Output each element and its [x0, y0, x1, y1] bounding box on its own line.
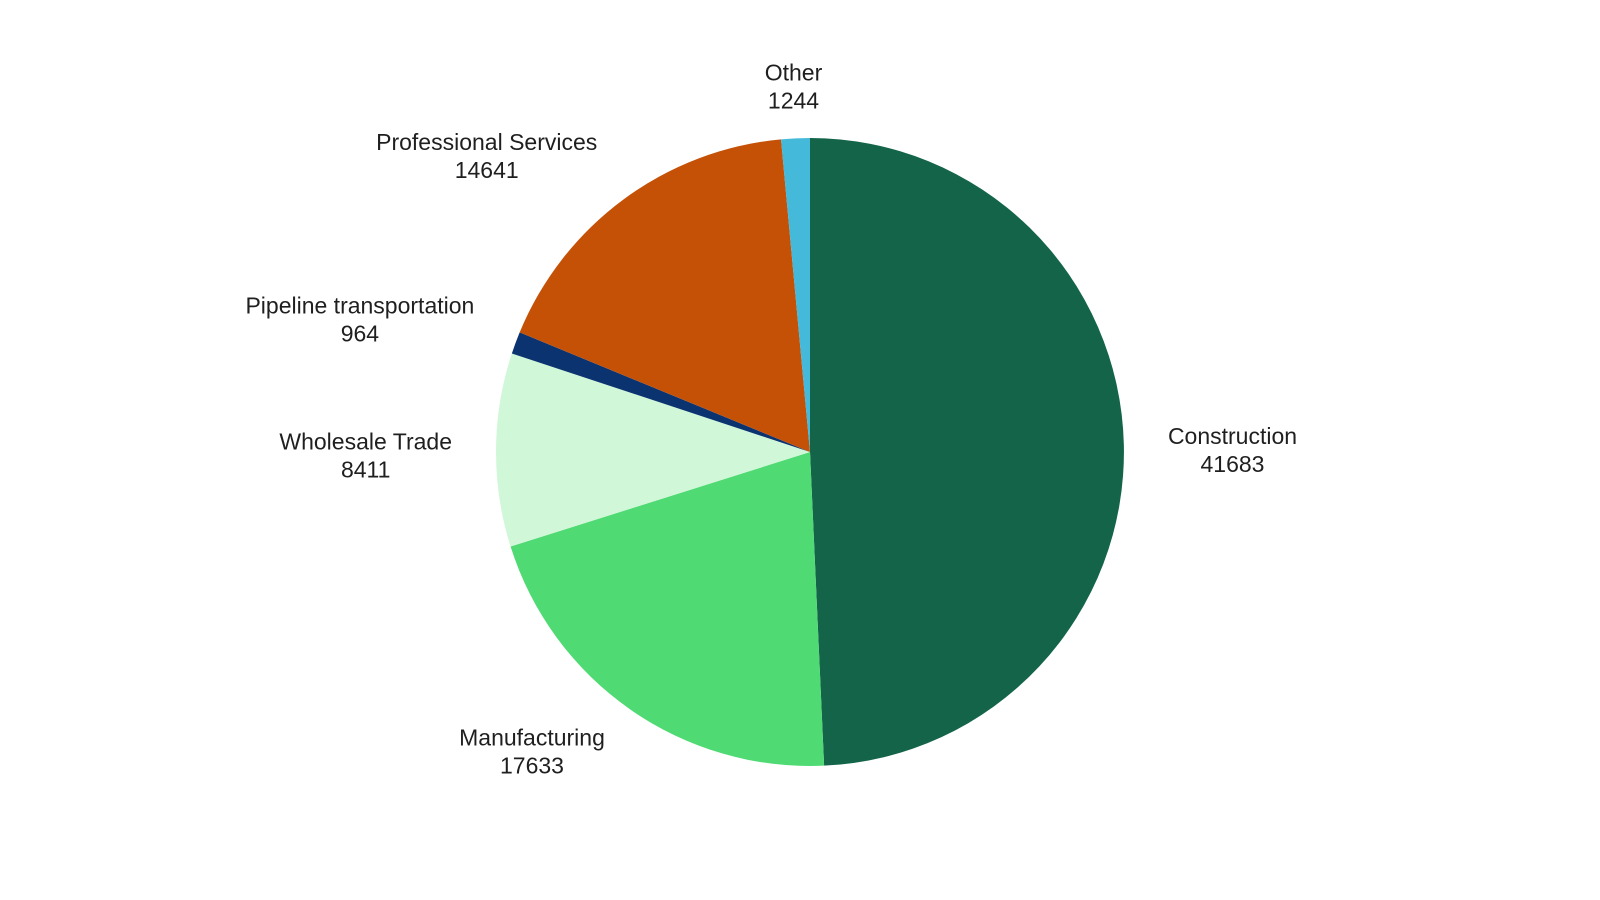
pie-slices	[496, 138, 1124, 766]
slice-label-name: Wholesale Trade	[279, 429, 452, 455]
pie-slice-wholesale-trade	[496, 353, 810, 547]
slice-label-name: Professional Services	[376, 129, 597, 155]
pie-slice-construction	[810, 138, 1124, 766]
pie-slice-pipeline-transportation	[511, 332, 810, 452]
pie-slice-other	[781, 138, 810, 452]
pie-slice-manufacturing	[510, 452, 825, 766]
slice-label-value: 41683	[1201, 451, 1265, 477]
slice-label-value: 8411	[341, 457, 390, 483]
slice-label-name: Manufacturing	[459, 724, 605, 750]
pie-slice-professional-services	[519, 139, 810, 452]
slice-label-value: 1244	[768, 87, 819, 113]
slice-label-value: 14641	[455, 157, 519, 183]
slice-label-value: 17633	[500, 752, 564, 778]
slice-label-value: 964	[341, 321, 380, 347]
slice-label-name: Construction	[1168, 423, 1297, 449]
slice-label-name: Pipeline transportation	[245, 293, 474, 319]
slice-label-name: Other	[765, 59, 823, 85]
